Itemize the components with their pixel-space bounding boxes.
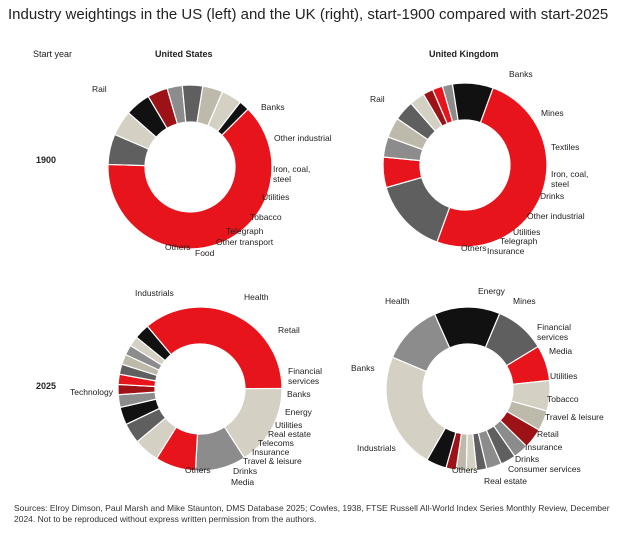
slice-label-energy: Energy xyxy=(478,286,506,296)
slice-label-other-transport: Other transport xyxy=(216,237,274,247)
slice-label-insurance: Insurance xyxy=(487,246,525,256)
donut-united-kingdom-1900: Rail Banks Mines Textiles Iron, coal, steel Dr… xyxy=(370,69,588,256)
slice-label-utilities: Utilities xyxy=(275,420,302,430)
slice-label-mines: Mines xyxy=(541,108,564,118)
slice-label-banks: Banks xyxy=(509,69,533,79)
slice-others xyxy=(135,325,172,362)
slice-label-travel-leisure: Travel & leisure xyxy=(545,412,604,422)
slice-label-rail: Rail xyxy=(92,84,107,94)
slice-label-other-industrial: Other industrial xyxy=(527,211,585,221)
slice-label-banks: Banks xyxy=(261,102,285,112)
slice-label-utilities: Utilities xyxy=(550,371,577,381)
donut-united-states-2025: Technology Industrials Health Retail Financi… xyxy=(70,288,322,487)
donut-united-states-1900: Rail Banks Other industrial Iron, coal, stee… xyxy=(92,84,332,258)
slice-label-banks: Banks xyxy=(287,389,311,399)
slice-label-rail: Rail xyxy=(370,94,385,104)
slice-label-real-estate: Real estate xyxy=(484,476,527,486)
slice-label-others: Others xyxy=(461,243,487,253)
slice-rail xyxy=(107,108,273,250)
slice-label-financial-services: Financial services xyxy=(288,366,322,386)
slice-label-insurance: Insurance xyxy=(252,447,290,457)
slice-label-health: Health xyxy=(385,296,410,306)
slice-label-media: Media xyxy=(549,346,572,356)
slice-label-telegraph: Telegraph xyxy=(226,226,264,236)
slice-label-mines: Mines xyxy=(513,296,536,306)
slice-label-other-industrial: Other industrial xyxy=(274,133,332,143)
slice-label-iron-coal-steel: Iron, coal, steel xyxy=(551,169,588,189)
slice-label-consumer-services: Consumer services xyxy=(508,464,581,474)
slice-label-banks: Banks xyxy=(351,363,375,373)
slice-label-utilities: Utilities xyxy=(262,192,289,202)
slice-label-others: Others xyxy=(185,465,211,475)
slice-label-energy: Energy xyxy=(285,407,313,417)
slice-label-drinks: Drinks xyxy=(540,191,564,201)
slice-label-retail: Retail xyxy=(537,429,559,439)
slice-label-drinks: Drinks xyxy=(233,466,257,476)
source-note: Sources: Elroy Dimson, Paul Marsh and Mi… xyxy=(14,503,610,524)
slice-label-retail: Retail xyxy=(278,325,300,335)
chart-title: Industry weightings in the US (left) and… xyxy=(8,6,609,23)
slice-label-drinks: Drinks xyxy=(515,454,539,464)
slice-label-telegraph: Telegraph xyxy=(500,236,538,246)
slice-others xyxy=(216,101,249,137)
slice-label-real-estate: Real estate xyxy=(268,429,311,439)
slice-label-technology: Technology xyxy=(70,387,114,397)
slice-label-industrials: Industrials xyxy=(135,288,174,298)
slice-others xyxy=(426,427,457,469)
slice-label-financial-services: Financial services xyxy=(537,322,571,342)
slice-label-others: Others xyxy=(165,242,191,252)
slice-label-food: Food xyxy=(195,248,215,258)
slice-label-insurance: Insurance xyxy=(525,442,563,452)
slice-banks xyxy=(385,176,451,243)
slice-label-telecoms: Telecoms xyxy=(258,438,294,448)
slice-label-travel-leisure: Travel & leisure xyxy=(243,456,302,466)
slice-label-tobacco: Tobacco xyxy=(547,394,579,404)
row-label-2025: 2025 xyxy=(36,381,57,391)
slice-label-tobacco: Tobacco xyxy=(250,212,282,222)
start-year-label: Start year xyxy=(33,49,73,59)
slice-label-health: Health xyxy=(244,292,269,302)
row-label-1900: 1900 xyxy=(36,155,57,165)
slice-label-iron-coal-steel: Iron, coal, steel xyxy=(273,164,310,184)
donut-united-kingdom-2025: Industrials Banks Health Energy Mines Financi… xyxy=(351,286,604,486)
slice-rail xyxy=(436,87,548,248)
column-header-us: United States xyxy=(155,49,213,59)
slice-label-media: Media xyxy=(231,477,254,487)
slice-label-utilities: Utilities xyxy=(513,227,540,237)
slice-label-textiles: Textiles xyxy=(551,142,579,152)
slice-label-industrials: Industrials xyxy=(357,443,396,453)
slice-others xyxy=(451,82,494,124)
slice-label-others: Others xyxy=(452,465,478,475)
column-header-uk: United Kingdom xyxy=(429,49,499,59)
slice-technology xyxy=(146,306,283,390)
